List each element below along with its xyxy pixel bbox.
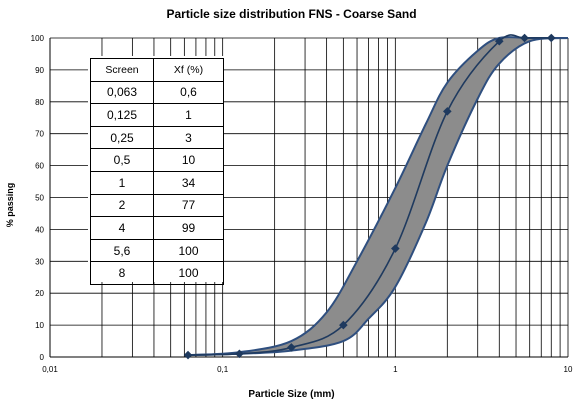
screen-cell: 0,5	[90, 148, 154, 172]
passing-cell: 100	[153, 238, 224, 263]
screen-cell: 0,25	[90, 125, 154, 150]
series-line	[187, 34, 552, 356]
data-point-marker	[235, 349, 244, 359]
y-tick-label: 80	[35, 98, 44, 107]
y-tick-label: 10	[35, 321, 44, 330]
passing-cell: 99	[153, 216, 224, 240]
series-layer	[183, 33, 556, 360]
screen-cell: 1	[90, 170, 154, 195]
table-row: 0,5 10	[90, 148, 224, 172]
y-tick-label: 70	[35, 130, 44, 139]
screen-cell: 5,6	[90, 238, 154, 263]
y-tick-label: 60	[35, 162, 44, 171]
x-tick-label: 10	[564, 365, 573, 374]
table-row: 0,063 0,6	[90, 80, 224, 105]
screen-cell: 8	[90, 261, 154, 285]
table-row: 5,6 100	[90, 238, 224, 263]
x-tick-label: 1	[393, 365, 398, 374]
data-point-marker	[546, 33, 556, 43]
passing-cell: 10	[153, 148, 224, 172]
passing-cell: Xf (%)	[153, 58, 224, 82]
table-row: 1 34	[90, 170, 224, 195]
y-tick-label: 20	[35, 289, 44, 298]
y-tick-label: 0	[40, 353, 45, 362]
data-point-marker	[183, 350, 193, 360]
envelope-band	[187, 36, 569, 357]
sieve-table: Screen Xf (%) 0,063 0,6 0,125 1 0,25 3 0,5 10 1 34 2…	[88, 56, 224, 285]
table-row: 8 100	[90, 261, 224, 285]
chart-title: Particle size distribution FNS - Coarse …	[166, 7, 417, 21]
data-point-marker	[494, 36, 504, 46]
data-point-marker	[443, 107, 452, 116]
y-tick-label: 30	[35, 257, 44, 266]
y-tick-label: 40	[35, 225, 44, 234]
envelope-area	[188, 37, 568, 356]
envelope-lower-line	[187, 37, 569, 357]
passing-cell: 1	[153, 103, 224, 127]
y-tick-label: 100	[31, 34, 45, 43]
x-tick-label: 0,1	[217, 365, 229, 374]
screen-cell: 0,125	[90, 103, 154, 127]
screen-cell: 0,063	[90, 80, 154, 105]
x-tick-label: 0,01	[42, 365, 58, 374]
x-axis-label: Particle Size (mm)	[248, 389, 335, 400]
data-point-marker	[287, 343, 296, 352]
passing-cell: 77	[153, 193, 224, 218]
data-point-marker	[520, 33, 529, 43]
passing-cell: 34	[153, 170, 224, 195]
screen-cell: 2	[90, 193, 154, 218]
table-row: 0,25 3	[90, 125, 224, 150]
passing-cell: 0,6	[153, 80, 224, 105]
table-row: 4 99	[90, 216, 224, 240]
data-point-marker	[391, 244, 400, 253]
screen-cell: Screen	[90, 58, 154, 82]
passing-cell: 100	[153, 261, 224, 285]
y-tick-label: 50	[35, 194, 44, 203]
y-tick-label: 90	[35, 66, 44, 75]
data-point-marker	[339, 320, 348, 330]
passing-cell: 3	[153, 125, 224, 150]
table-row: 0,125 1	[90, 103, 224, 127]
table-header-row: Screen Xf (%)	[90, 58, 224, 82]
screen-cell: 4	[90, 216, 154, 240]
sieve-table-grid: Screen Xf (%) 0,063 0,6 0,125 1 0,25 3 0,5 10 1 34 2…	[90, 58, 224, 285]
table-row: 2 77	[90, 193, 224, 218]
